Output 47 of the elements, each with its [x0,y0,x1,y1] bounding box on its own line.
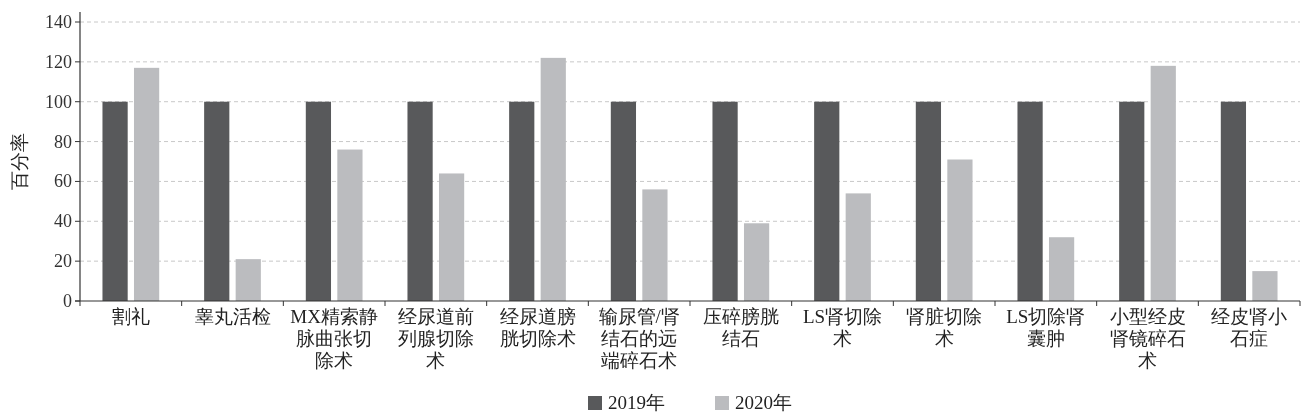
bar [1220,101,1247,301]
x-tick-label: MX精索静脉曲张切除术 [290,306,378,371]
bar [814,101,840,301]
bar [1252,271,1278,301]
y-tick-label: 60 [54,171,72,192]
bar [1048,237,1075,301]
x-tick-label: 压碎膀胱结石 [702,306,779,349]
bar [438,173,465,301]
x-tick-label: 经皮肾小石症 [1211,306,1288,349]
bar [133,67,160,301]
bar [1119,101,1145,301]
x-tick-label: 经尿道膀胱切除术 [499,306,576,349]
y-axis-title: 百分率 [9,133,30,190]
bar [305,101,332,301]
y-tick-label: 0 [63,291,72,311]
bar [610,101,637,301]
y-tick-label: 40 [54,211,72,232]
bar [102,101,128,301]
bar [845,193,871,301]
bar [915,101,942,301]
x-tick-label: LS切除肾囊肿 [1006,306,1086,349]
bar [235,259,261,301]
y-tick-label: 140 [45,12,72,32]
y-tick-label: 80 [54,131,72,152]
y-tick-label: 100 [45,91,72,112]
x-tick-label: 睾丸活检 [194,306,271,327]
bar [1017,101,1043,301]
x-tick-label: 经尿道前列腺切除术 [397,306,474,371]
y-tick-label: 120 [45,51,72,72]
bar [712,101,738,301]
bar [1150,65,1176,301]
bar [743,223,770,301]
legend-label: 2020年 [735,392,792,413]
x-tick-label: 输尿管/肾结石的远端碎石术 [598,306,680,371]
bar [540,57,566,301]
bar [407,101,433,301]
bar [204,101,230,301]
bar [337,149,363,301]
x-tick-label: 肾脏切除术 [906,306,983,349]
y-tick-label: 20 [54,251,72,272]
x-tick-label: LS肾切除术 [802,306,883,349]
bar [509,101,535,301]
bar [642,189,668,301]
x-tick-label: 割礼 [111,306,150,327]
x-tick-label: 小型经皮肾镜碎石术 [1109,306,1186,371]
bar [947,159,973,301]
legend-label: 2019年 [608,392,665,413]
